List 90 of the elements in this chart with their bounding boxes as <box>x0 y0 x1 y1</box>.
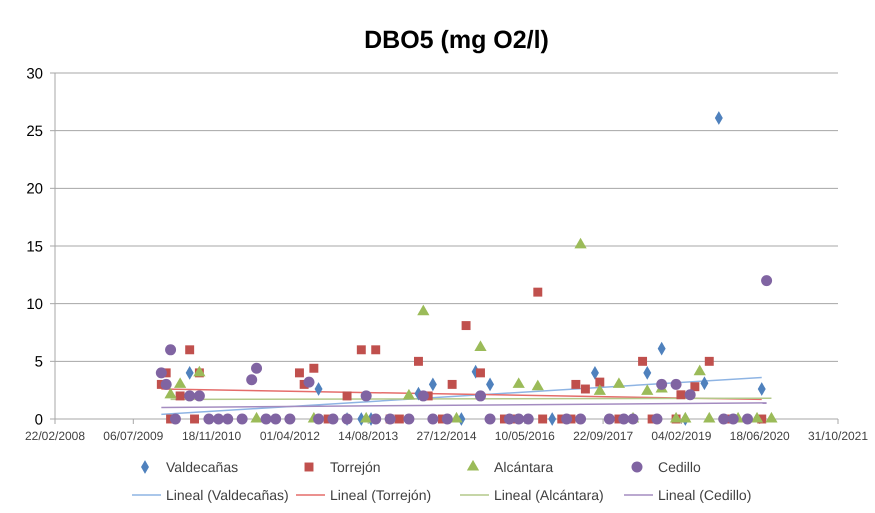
legend-label: Torrejón <box>330 458 381 475</box>
point <box>638 356 648 366</box>
point <box>504 414 515 424</box>
chart-title: DBO5 (mg O2/l) <box>364 26 549 54</box>
point <box>260 414 272 424</box>
point <box>718 414 730 424</box>
point <box>651 414 662 424</box>
point <box>595 378 604 387</box>
y-tick-label: 25 <box>26 122 43 140</box>
point <box>728 414 739 424</box>
legend-label: Lineal (Torrejón) <box>330 486 432 503</box>
point <box>203 414 214 424</box>
x-tick-label: 18/06/2020 <box>730 429 790 443</box>
point <box>160 378 172 390</box>
point <box>394 414 404 424</box>
x-tick-label: 04/02/2019 <box>651 429 712 443</box>
point <box>561 414 572 424</box>
y-tick-label: 15 <box>26 238 43 256</box>
y-tick-label: 30 <box>26 65 43 82</box>
point <box>571 380 580 389</box>
point <box>533 288 542 297</box>
point <box>484 414 496 424</box>
point <box>356 345 366 354</box>
point <box>575 414 586 424</box>
point <box>236 414 248 424</box>
point <box>670 378 682 390</box>
point <box>690 382 700 392</box>
y-tick-label: 5 <box>34 354 43 371</box>
x-tick-label: 14/08/2013 <box>338 429 399 443</box>
point <box>284 414 296 424</box>
legend-label: Cedillo <box>658 458 702 475</box>
point <box>442 414 453 424</box>
point <box>761 275 772 286</box>
point <box>360 390 372 402</box>
point <box>418 390 429 402</box>
point <box>742 414 753 424</box>
x-tick-label: 31/10/2021 <box>808 429 868 443</box>
point <box>604 414 615 424</box>
point <box>309 364 318 373</box>
point <box>371 345 380 354</box>
x-tick-label: 27/12/2014 <box>416 429 477 443</box>
point <box>270 414 282 424</box>
point <box>676 390 686 400</box>
y-tick-label: 20 <box>26 180 43 198</box>
point <box>414 356 423 366</box>
x-tick-label: 01/04/2012 <box>260 429 320 443</box>
legend-label: Lineal (Alcántara) <box>494 486 604 503</box>
point <box>246 374 258 386</box>
legend-label: Alcántara <box>494 458 554 475</box>
x-tick-label: 22/02/2008 <box>24 429 86 443</box>
legend-label: Lineal (Cedillo) <box>658 486 752 503</box>
point <box>580 384 590 394</box>
point <box>294 368 304 378</box>
point <box>427 414 438 424</box>
point <box>190 414 200 424</box>
legend-label: Lineal (Valdecañas) <box>166 486 289 503</box>
point <box>474 390 486 402</box>
point <box>165 344 176 356</box>
point <box>251 362 262 374</box>
point <box>684 389 696 400</box>
y-tick-label: 0 <box>34 411 43 428</box>
point <box>170 414 181 424</box>
point <box>222 414 234 424</box>
x-tick-label: 18/11/2010 <box>182 429 242 443</box>
point <box>327 414 338 424</box>
point <box>522 414 534 424</box>
point <box>370 414 382 424</box>
point <box>184 390 196 402</box>
point <box>538 414 548 424</box>
y-tick-label: 10 <box>26 296 43 313</box>
point <box>448 380 457 389</box>
point <box>618 414 630 424</box>
point <box>212 414 224 424</box>
x-tick-label: 10/05/2016 <box>494 429 556 443</box>
point <box>656 378 668 390</box>
x-tick-label: 22/09/2017 <box>573 429 634 443</box>
point <box>342 391 352 400</box>
point <box>476 368 485 378</box>
point <box>185 345 194 354</box>
point <box>403 414 414 424</box>
point <box>462 321 471 330</box>
point <box>156 367 167 378</box>
point <box>194 390 205 402</box>
point <box>513 414 524 424</box>
legend-label: Valdecañas <box>166 458 238 475</box>
point <box>176 391 185 400</box>
point <box>704 356 714 366</box>
x-tick-label: 06/07/2009 <box>103 429 164 443</box>
point <box>313 414 324 424</box>
point <box>304 376 315 388</box>
